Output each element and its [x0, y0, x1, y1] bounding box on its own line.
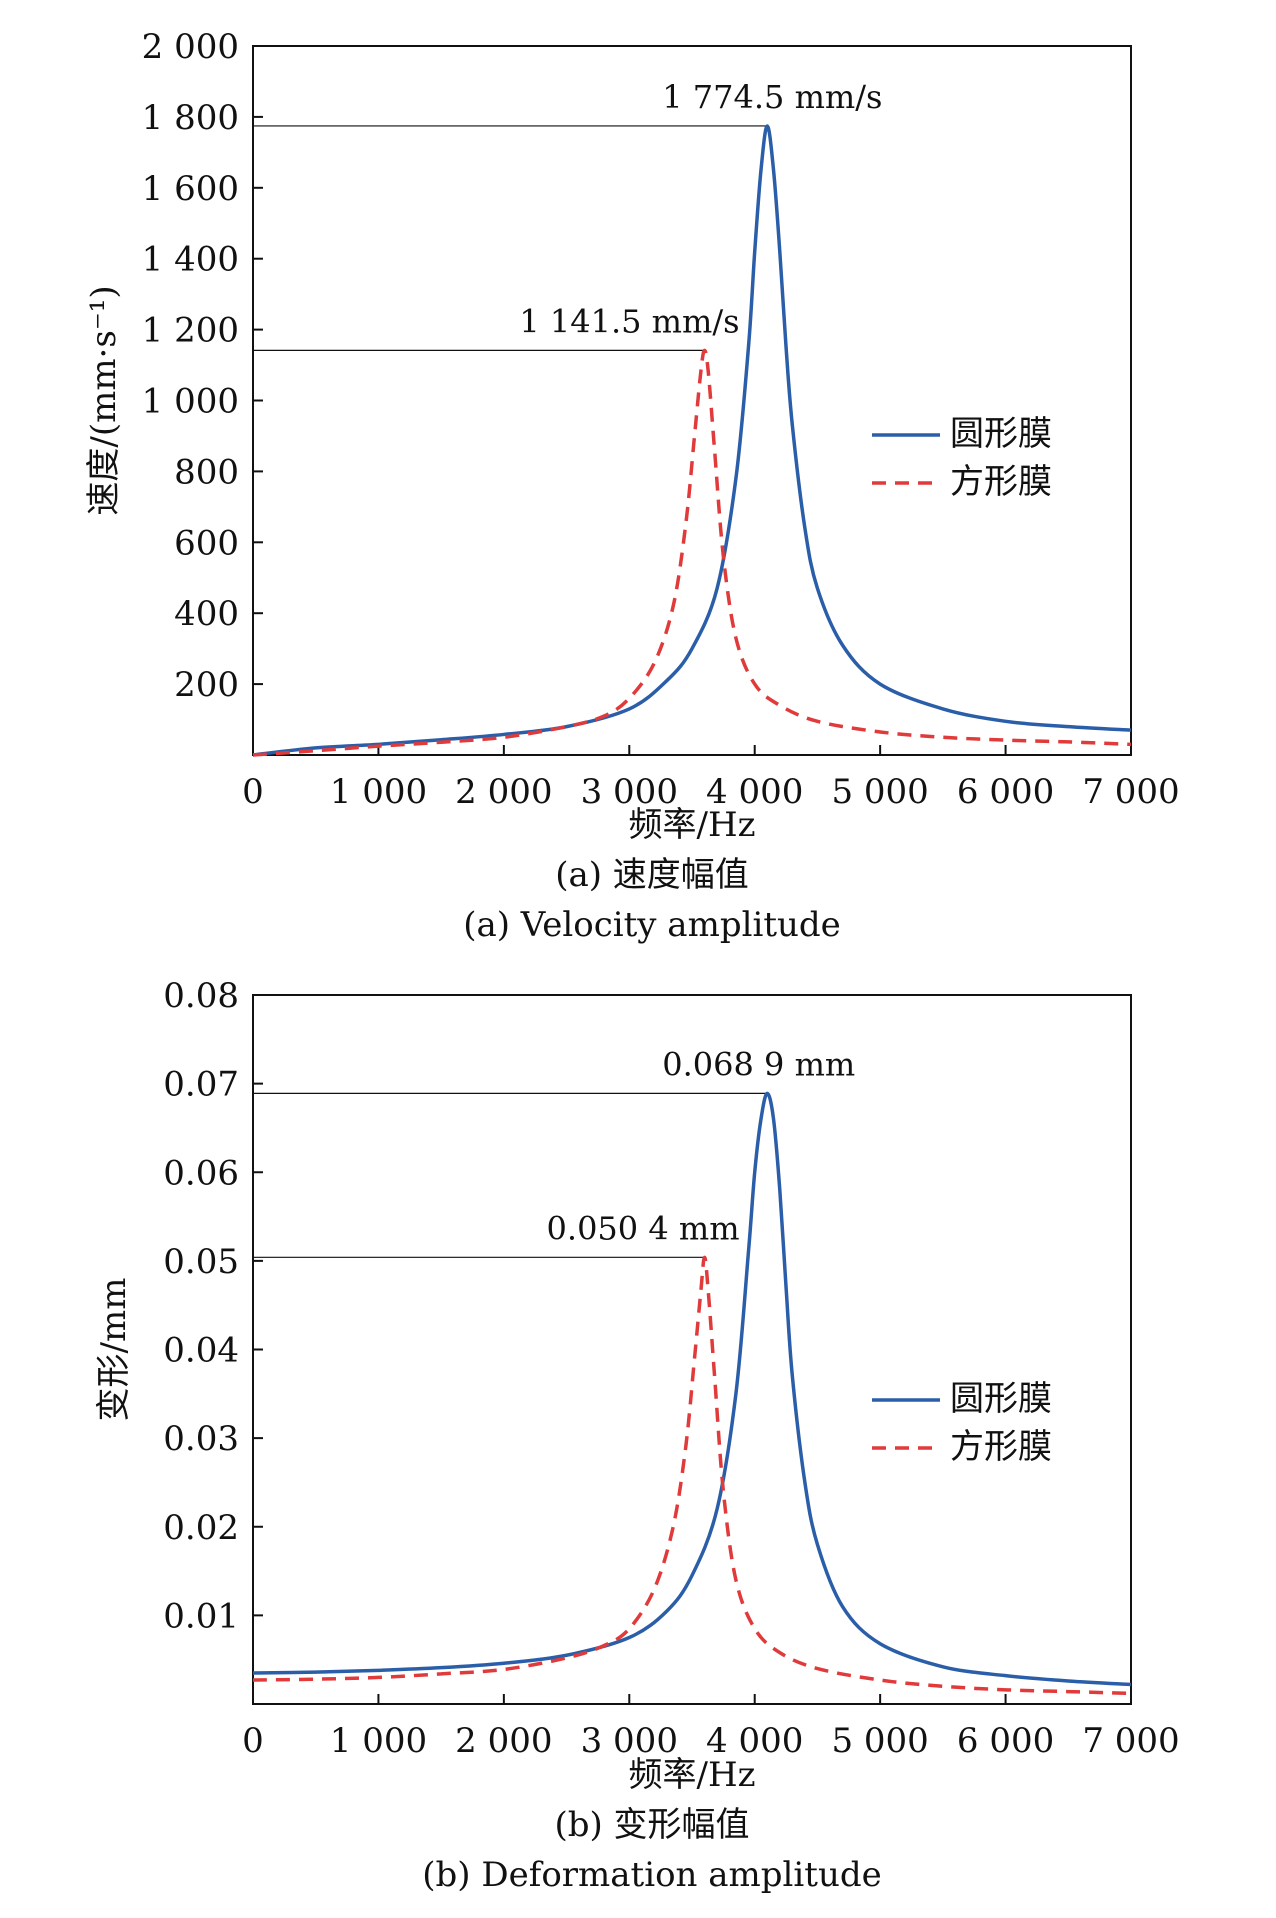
series-line-square	[252, 348, 1132, 757]
y-tick-label: 400	[174, 594, 239, 634]
y-tick-label: 0.05	[163, 1242, 239, 1282]
x-tick-label: 2 000	[455, 1721, 552, 1761]
caption-cn: (a) 速度幅值	[555, 855, 749, 895]
y-tick-label: 800	[174, 452, 239, 492]
y-axis-label: 变形/mm	[94, 1278, 134, 1422]
y-tick-label: 0.06	[163, 1153, 239, 1193]
x-tick-label: 7 000	[1082, 1721, 1179, 1761]
y-tick-label: 0.07	[163, 1065, 239, 1105]
x-tick-label: 0	[242, 772, 264, 812]
y-tick-label: 0.03	[163, 1419, 239, 1459]
y-tick-label: 2 000	[142, 27, 239, 67]
legend-label: 圆形膜	[950, 414, 1052, 454]
legend-label: 方形膜	[950, 1427, 1052, 1467]
y-tick-label: 1 600	[142, 169, 239, 209]
y-tick-label: 1 200	[142, 311, 239, 351]
x-tick-label: 2 000	[455, 772, 552, 812]
y-tick-label: 1 000	[142, 382, 239, 422]
peak-annotation: 1 774.5 mm/s	[662, 78, 882, 116]
y-tick-label: 600	[174, 523, 239, 563]
x-axis-label: 频率/Hz	[628, 1755, 755, 1795]
peak-annotation: 0.050 4 mm	[547, 1209, 740, 1247]
x-tick-label: 6 000	[957, 1721, 1054, 1761]
x-tick-label: 4 000	[706, 772, 803, 812]
x-tick-label: 3 000	[581, 772, 678, 812]
legend-label: 圆形膜	[950, 1379, 1052, 1419]
caption-en: (b) Deformation amplitude	[422, 1855, 881, 1895]
x-axis-label: 频率/Hz	[628, 805, 755, 845]
y-axis-label: 速度/(mm·s⁻¹)	[84, 285, 124, 515]
x-tick-label: 5 000	[831, 772, 928, 812]
peak-annotation: 0.068 9 mm	[662, 1045, 855, 1083]
y-tick-label: 0.08	[163, 976, 239, 1016]
y-tick-label: 0.01	[163, 1596, 239, 1636]
y-tick-label: 1 400	[142, 240, 239, 280]
x-tick-label: 1 000	[330, 772, 427, 812]
legend-label: 方形膜	[950, 462, 1052, 502]
y-tick-label: 200	[174, 665, 239, 705]
x-tick-label: 0	[242, 1721, 264, 1761]
x-tick-label: 4 000	[706, 1721, 803, 1761]
x-tick-label: 3 000	[581, 1721, 678, 1761]
caption-cn: (b) 变形幅值	[554, 1805, 749, 1845]
y-tick-label: 1 800	[142, 98, 239, 138]
x-tick-label: 6 000	[957, 772, 1054, 812]
y-tick-label: 0.04	[163, 1331, 239, 1371]
series-line-circular	[252, 1091, 1132, 1687]
peak-annotation: 1 141.5 mm/s	[519, 302, 739, 340]
series-line-square	[252, 1255, 1132, 1696]
y-tick-label: 0.02	[163, 1508, 239, 1548]
x-tick-label: 5 000	[831, 1721, 928, 1761]
plot-frame	[252, 994, 1132, 1705]
x-tick-label: 1 000	[330, 1721, 427, 1761]
chart-panel-deformation: 0 1 000 2 000 3 000 4 000 5 000 6 000 7 000 0.01…	[94, 976, 1180, 1895]
x-tick-label: 7 000	[1082, 772, 1179, 812]
chart-panel-velocity: 0 1 000 2 000 3 000 4 000 5 000 6 000 7 000 200 4…	[84, 27, 1180, 945]
caption-en: (a) Velocity amplitude	[463, 905, 841, 945]
